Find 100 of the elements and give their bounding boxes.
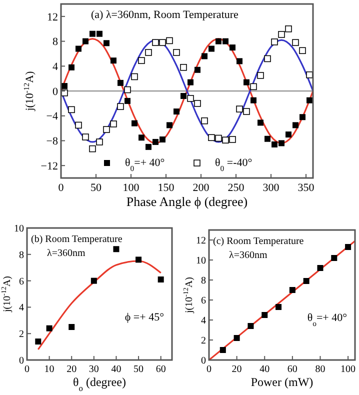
- point: [258, 120, 264, 126]
- text: λ=360nm: [229, 250, 268, 261]
- point: [152, 39, 159, 46]
- y-tick-label: 10: [196, 256, 206, 266]
- point: [124, 86, 131, 94]
- point: [46, 325, 52, 332]
- point: [306, 71, 313, 78]
- text: (c) Room Temperature: [213, 236, 304, 247]
- y-tick-label: 2: [201, 336, 206, 346]
- text: (b) Room Temperature: [31, 234, 123, 245]
- point: [262, 312, 268, 318]
- point: [229, 136, 236, 143]
- y-tick-label: 0: [19, 356, 24, 366]
- point: [160, 136, 166, 142]
- point: [300, 114, 306, 120]
- y-tick-label: 6: [19, 276, 24, 288]
- x-tick-label: 40: [260, 364, 270, 375]
- point: [159, 39, 166, 46]
- point: [62, 83, 68, 90]
- chart-title: (a) λ=360nm, Room Temperature: [91, 9, 239, 21]
- point: [187, 95, 194, 102]
- point: [152, 138, 158, 145]
- x-tick-label: 300: [262, 182, 280, 194]
- y-tick-label: −12: [40, 160, 58, 172]
- point: [35, 338, 42, 345]
- point: [68, 106, 75, 114]
- legend-label: θ$_{0}$=+ 40°: [125, 157, 165, 172]
- x-tick-label: 150: [158, 182, 175, 194]
- point: [264, 55, 271, 62]
- point: [306, 97, 312, 104]
- point: [188, 79, 194, 86]
- point: [76, 46, 82, 52]
- point: [278, 140, 284, 146]
- point: [68, 64, 74, 70]
- annotation: ϕ =+ 45°: [124, 311, 164, 324]
- legend-label: θ$_{0}$ =-40°: [215, 157, 252, 172]
- point: [317, 265, 324, 271]
- point: [180, 92, 186, 99]
- y-tick-label: 2: [19, 329, 24, 340]
- x-tick-label: 50: [134, 364, 144, 375]
- x-tick-label: 350: [298, 182, 315, 194]
- point: [202, 53, 208, 60]
- x-tick-label: 30: [88, 364, 99, 375]
- point: [248, 323, 254, 329]
- point: [194, 100, 201, 107]
- point: [96, 138, 103, 146]
- x-axis-title: Power (mW): [250, 375, 314, 389]
- x-tick-label: 200: [192, 182, 210, 194]
- x-tick-label: 100: [122, 182, 140, 194]
- point: [272, 141, 278, 148]
- point: [180, 64, 187, 71]
- x-tick-label: 60: [156, 364, 166, 375]
- point: [117, 103, 124, 110]
- point: [244, 79, 250, 86]
- point: [222, 38, 228, 44]
- point: [89, 145, 96, 152]
- point: [271, 38, 278, 46]
- y-tick-label: −4: [46, 110, 58, 123]
- point: [75, 122, 82, 129]
- point: [138, 134, 144, 141]
- point: [215, 134, 222, 142]
- x-tick-label: 20: [66, 364, 77, 375]
- point: [174, 108, 180, 115]
- point: [250, 97, 256, 104]
- point: [257, 72, 264, 79]
- point: [132, 120, 138, 126]
- y-tick-label: −8: [46, 136, 58, 148]
- point: [118, 80, 124, 86]
- point: [243, 108, 250, 115]
- point: [278, 31, 285, 38]
- point: [331, 255, 338, 261]
- annotation: θ$_{o}$=+ 40°: [307, 312, 347, 328]
- point: [276, 304, 282, 310]
- point: [299, 47, 306, 54]
- point: [292, 39, 299, 46]
- point: [82, 134, 89, 140]
- point: [222, 136, 229, 144]
- y-tick-label: 12: [196, 236, 206, 246]
- y-tick-label: 4: [52, 60, 58, 73]
- point: [145, 49, 152, 56]
- x-tick-label: 250: [228, 182, 245, 194]
- point: [138, 57, 145, 64]
- point: [131, 73, 138, 80]
- y-tick-label: 10: [14, 224, 24, 234]
- point: [289, 287, 296, 293]
- y-tick-label: 8: [19, 250, 24, 261]
- point: [136, 256, 142, 263]
- point: [90, 30, 96, 37]
- point: [124, 98, 130, 104]
- x-tick-label: 80: [315, 364, 326, 375]
- point: [104, 40, 110, 46]
- y-tick-label: 4: [201, 316, 206, 326]
- point: [264, 136, 270, 142]
- y-tick-label: 8: [201, 276, 206, 286]
- x-tick-label: 60: [287, 364, 298, 375]
- x-tick-label: 40: [111, 364, 122, 375]
- y-tick-label: 12: [47, 11, 58, 24]
- point: [250, 83, 257, 90]
- point: [90, 278, 97, 284]
- point: [208, 134, 215, 142]
